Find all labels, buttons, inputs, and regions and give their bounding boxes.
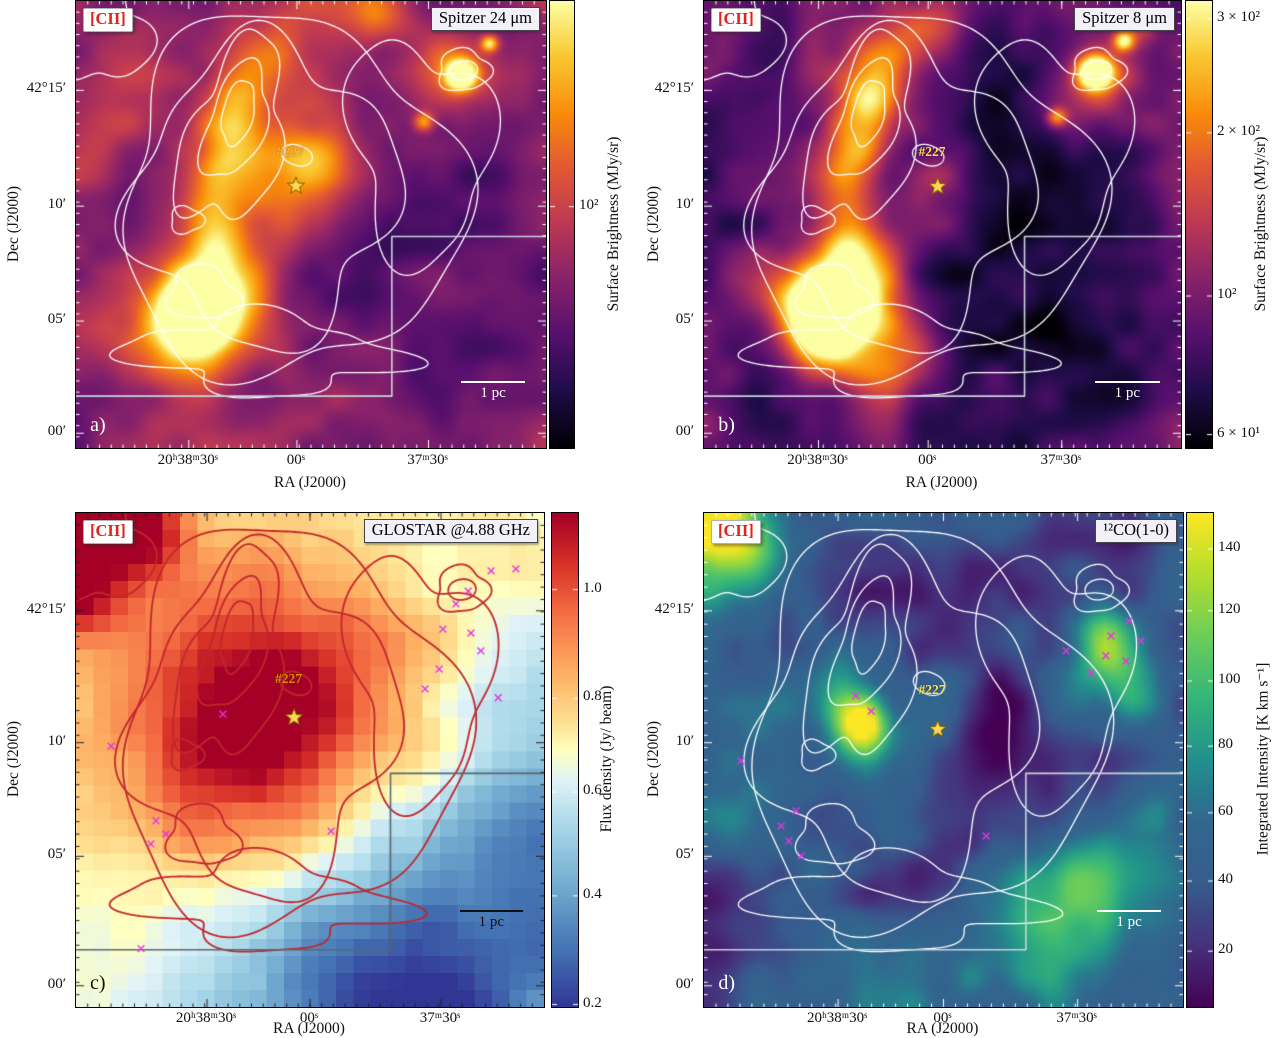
x-tick-label: 20ʰ38ᵐ30ˢ <box>157 452 218 468</box>
x-tick-label: 00ˢ <box>299 1010 319 1026</box>
y-tick-label: 42°15′ <box>26 80 66 97</box>
panel-letter: c) <box>90 971 106 994</box>
y-tick-label: 10′ <box>47 196 66 213</box>
x-tick-label: 00ˢ <box>286 452 305 468</box>
y-tick-label: 05′ <box>675 311 694 328</box>
colorbar <box>551 512 579 1008</box>
scale-bar: 1 pc <box>459 909 523 931</box>
colorbar-tick-label: 10² <box>1217 286 1237 303</box>
panel-letter: a) <box>90 413 106 436</box>
colorbar-tick-label: 0.2 <box>583 994 602 1011</box>
scale-bar: 1 pc <box>1096 909 1162 931</box>
overlay-canvas <box>76 513 544 1007</box>
y-tick-label: 05′ <box>47 311 66 328</box>
y-tick-label: 00′ <box>675 975 694 992</box>
star-label: #227 <box>274 670 302 686</box>
sky-image: [CII] Spitzer 24 μm a) #227 1 pc <box>75 0 547 449</box>
y-tick-label: 42°15′ <box>26 600 66 617</box>
colorbar-tick-label: 3 × 10² <box>1217 8 1260 25</box>
colorbar-tick-label: 140 <box>1218 539 1241 556</box>
y-tick-label: 00′ <box>675 423 694 440</box>
panel-letter: d) <box>718 971 736 994</box>
x-tick-label: 00ˢ <box>933 1010 952 1026</box>
y-tick-label: 05′ <box>675 846 694 863</box>
scale-bar-label: 1 pc <box>1114 384 1141 401</box>
sky-image: [CII] Spitzer 8 μm b) #227 1 pc <box>703 0 1182 449</box>
y-tick-label: 00′ <box>47 975 66 992</box>
colorbar-canvas <box>552 513 578 1007</box>
star-label: #227 <box>918 144 946 160</box>
y-tick-label: 00′ <box>47 423 66 440</box>
colorbar <box>1185 0 1213 449</box>
cii-contour-label: [CII] <box>711 8 761 32</box>
colorbar-tick-label: 0.8 <box>583 688 602 705</box>
colorbar-tick-label: 60 <box>1218 802 1233 819</box>
colorbar-tick-label: 40 <box>1218 871 1233 888</box>
colorbar <box>549 0 575 449</box>
y-tick-label: 42°15′ <box>654 600 694 617</box>
panel-letter: b) <box>718 413 735 436</box>
x-tick-label: 00ˢ <box>918 452 937 468</box>
colorbar-canvas <box>1187 513 1213 1007</box>
colorbar-tick-label: 2 × 10² <box>1217 122 1260 139</box>
colorbar-tick-label: 0.6 <box>583 782 602 799</box>
cii-contour-label: [CII] <box>83 520 133 544</box>
panel-b: Dec (J2000) [CII] Spitzer 8 μm b) #227 1… <box>640 0 1280 512</box>
colorbar-tick-label: 1.0 <box>583 579 602 596</box>
colorbar-title: Integrated Intensity [K km s⁻¹] <box>1254 662 1272 856</box>
panel-title: GLOSTAR @4.88 GHz <box>363 519 538 543</box>
panel-a: Dec (J2000) [CII] Spitzer 24 μm a) #227 … <box>0 0 640 512</box>
x-tick-label: 20ʰ38ᵐ30ˢ <box>787 452 848 468</box>
y-tick-label: 10′ <box>675 196 694 213</box>
colorbar-title: Flux density (Jy/ beam) <box>598 685 615 833</box>
y-tick-label: 10′ <box>47 732 66 749</box>
y-tick-label: 10′ <box>675 732 694 749</box>
colorbar-tick-label: 80 <box>1218 736 1233 753</box>
cii-contour-label: [CII] <box>83 8 133 32</box>
x-axis-title: RA (J2000) <box>905 474 978 491</box>
scale-bar-line <box>461 380 525 383</box>
panel-title: ¹²CO(1-0) <box>1095 519 1177 543</box>
colorbar-canvas <box>550 1 574 448</box>
panel-title: Spitzer 8 μm <box>1074 7 1175 31</box>
x-tick-label: 37ᵐ30ˢ <box>1040 452 1082 468</box>
scale-bar-label: 1 pc <box>480 384 506 401</box>
colorbar-tick-label: 10² <box>579 196 599 213</box>
panel-c: Dec (J2000) [CII] GLOSTAR @4.88 GHz c) #… <box>0 512 640 1037</box>
scale-bar: 1 pc <box>1095 380 1160 402</box>
sky-image: [CII] ¹²CO(1-0) d) #227 1 pc <box>703 512 1184 1008</box>
colorbar-title: Surface Brightness (MJy/sr) <box>1252 136 1269 311</box>
scale-bar-line <box>459 909 523 912</box>
overlay-canvas <box>76 1 546 448</box>
panel-title: Spitzer 24 μm <box>430 7 540 31</box>
y-tick-label: 05′ <box>47 846 66 863</box>
x-tick-label: 20ʰ38ᵐ30ˢ <box>175 1010 237 1026</box>
scale-bar-label: 1 pc <box>478 913 505 930</box>
x-tick-label: 20ʰ38ᵐ30ˢ <box>806 1010 868 1026</box>
colorbar-tick-label: 6 × 10¹ <box>1217 424 1260 441</box>
scale-bar: 1 pc <box>461 380 525 402</box>
colorbar-tick-label: 0.4 <box>583 885 602 902</box>
y-tick-label: 42°15′ <box>654 80 694 97</box>
sky-image: [CII] GLOSTAR @4.88 GHz c) #227 1 pc <box>75 512 545 1008</box>
panel-d: Dec (J2000) [CII] ¹²CO(1-0) d) #227 1 pc… <box>640 512 1280 1037</box>
scale-bar-line <box>1095 380 1160 383</box>
star-label: #227 <box>918 682 946 698</box>
cii-contour-label: [CII] <box>711 520 761 544</box>
x-axis-title: RA (J2000) <box>274 474 346 491</box>
star-label: #227 <box>276 143 304 159</box>
scale-bar-label: 1 pc <box>1116 913 1142 930</box>
scale-bar-line <box>1096 909 1162 912</box>
colorbar-canvas <box>1186 1 1212 448</box>
x-tick-label: 37ᵐ30ˢ <box>1056 1010 1097 1026</box>
overlay-canvas <box>704 1 1181 448</box>
x-tick-label: 37ᵐ30ˢ <box>407 452 448 468</box>
x-tick-label: 37ᵐ30ˢ <box>419 1010 461 1026</box>
overlay-canvas <box>704 513 1183 1007</box>
colorbar-tick-label: 100 <box>1218 670 1241 687</box>
colorbar-tick-label: 120 <box>1218 600 1241 617</box>
colorbar <box>1186 512 1214 1008</box>
colorbar-title: Surface Brightness (MJy/sr) <box>605 136 622 311</box>
colorbar-tick-label: 20 <box>1218 941 1233 958</box>
